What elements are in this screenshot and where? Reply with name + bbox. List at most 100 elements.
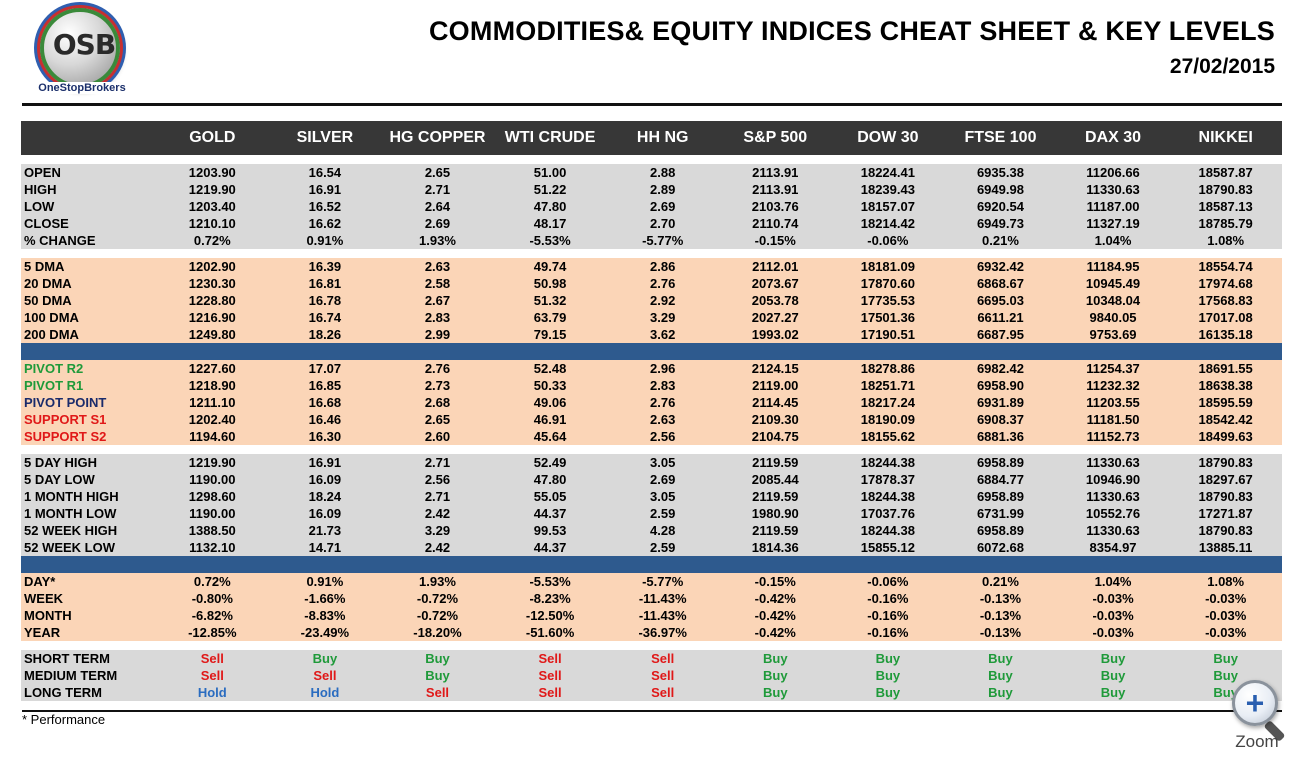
section-spacer [21, 249, 1282, 258]
separator-cell [21, 249, 1282, 258]
value-cell: 51.00 [493, 164, 607, 181]
value-cell: -0.06% [831, 232, 945, 249]
value-cell: 6932.42 [944, 258, 1057, 275]
value-cell: -0.15% [718, 573, 832, 590]
value-cell: 18244.38 [831, 454, 945, 471]
value-cell: 50.98 [493, 275, 607, 292]
value-cell: 2.86 [606, 258, 719, 275]
value-cell: 11330.63 [1056, 488, 1170, 505]
value-cell: 2.65 [381, 164, 494, 181]
row-label: 1 MONTH LOW [21, 505, 156, 522]
value-cell: 17568.83 [1169, 292, 1282, 309]
value-cell: 1993.02 [718, 326, 832, 343]
value-cell: 2.70 [606, 215, 719, 232]
table-row: 100 DMA 1216.90 16.74 2.83 63.79 3.29 2027.27 1… [21, 309, 1282, 326]
section-divider-band [21, 556, 1282, 573]
value-cell: 6958.89 [944, 522, 1057, 539]
row-label: 200 DMA [21, 326, 156, 343]
value-cell: 1202.40 [156, 411, 269, 428]
value-cell: 17.07 [268, 360, 382, 377]
value-cell: 17870.60 [831, 275, 945, 292]
value-cell: 16.46 [268, 411, 382, 428]
value-cell: 2053.78 [718, 292, 832, 309]
key-levels-table: GOLD SILVER HG COPPER WTI CRUDE HH NG S&P 500… [21, 121, 1282, 701]
value-cell: 2.83 [606, 377, 719, 394]
value-cell: 17735.53 [831, 292, 945, 309]
signal-cell: Buy [1169, 667, 1282, 684]
value-cell: 18214.42 [831, 215, 945, 232]
value-cell: 18587.13 [1169, 198, 1282, 215]
column-header: FTSE 100 [944, 121, 1057, 155]
column-header: GOLD [156, 121, 269, 155]
table-row: CLOSE 1210.10 16.62 2.69 48.17 2.70 2110.74 182… [21, 215, 1282, 232]
value-cell: 1.93% [381, 232, 494, 249]
value-cell: -0.03% [1169, 624, 1282, 641]
value-cell: 1218.90 [156, 377, 269, 394]
value-cell: 45.64 [493, 428, 607, 445]
value-cell: 18499.63 [1169, 428, 1282, 445]
value-cell: 17974.68 [1169, 275, 1282, 292]
value-cell: 1227.60 [156, 360, 269, 377]
signal-cell: Buy [718, 667, 832, 684]
row-label: 52 WEEK LOW [21, 539, 156, 556]
value-cell: 2.63 [381, 258, 494, 275]
value-cell: 4.28 [606, 522, 719, 539]
row-label: PIVOT R1 [21, 377, 156, 394]
value-cell: 1210.10 [156, 215, 269, 232]
signal-cell: Buy [1056, 650, 1170, 667]
row-label: 52 WEEK HIGH [21, 522, 156, 539]
value-cell: -11.43% [606, 607, 719, 624]
value-cell: 1219.90 [156, 454, 269, 471]
value-cell: 16.91 [268, 454, 382, 471]
value-cell: -0.16% [831, 590, 945, 607]
value-cell: 2119.00 [718, 377, 832, 394]
separator-cell [21, 556, 1282, 573]
value-cell: 2109.30 [718, 411, 832, 428]
column-header: HG COPPER [381, 121, 494, 155]
value-cell: 16.39 [268, 258, 382, 275]
column-header: WTI CRUDE [493, 121, 607, 155]
value-cell: 18638.38 [1169, 377, 1282, 394]
table-row: 5 DAY LOW 1190.00 16.09 2.56 47.80 2.69 2085.4… [21, 471, 1282, 488]
signal-cell: Sell [493, 667, 607, 684]
zoom-magnifier-icon [1232, 680, 1278, 726]
signal-cell: Sell [381, 684, 494, 701]
table-row: LONG TERM Hold Hold Sell Sell Sell Buy Buy Buy Bu… [21, 684, 1282, 701]
value-cell: -1.66% [268, 590, 382, 607]
row-label: SUPPORT S1 [21, 411, 156, 428]
table-row: 1 MONTH LOW 1190.00 16.09 2.42 44.37 2.59 1980… [21, 505, 1282, 522]
sheet-date: 27/02/2015 [1169, 55, 1275, 78]
value-cell: 18785.79 [1169, 215, 1282, 232]
value-cell: 2.71 [381, 488, 494, 505]
value-cell: 6884.77 [944, 471, 1057, 488]
signal-cell: Hold [268, 684, 382, 701]
value-cell: -0.13% [944, 590, 1057, 607]
value-cell: 2.92 [606, 292, 719, 309]
section-spacer [21, 155, 1282, 164]
value-cell: 46.91 [493, 411, 607, 428]
value-cell: -0.03% [1056, 607, 1170, 624]
value-cell: 1203.90 [156, 164, 269, 181]
table-row: SHORT TERM Sell Buy Buy Sell Sell Buy Buy Buy Buy… [21, 650, 1282, 667]
value-cell: -5.53% [493, 232, 607, 249]
value-cell: 18.24 [268, 488, 382, 505]
row-label: 20 DMA [21, 275, 156, 292]
zoom-button[interactable]: + Zoom [1226, 680, 1288, 756]
signal-cell: Buy [944, 650, 1057, 667]
value-cell: 2.64 [381, 198, 494, 215]
signal-cell: Buy [831, 650, 945, 667]
row-label: DAY* [21, 573, 156, 590]
value-cell: 18.26 [268, 326, 382, 343]
value-cell: -0.72% [381, 607, 494, 624]
value-cell: 2119.59 [718, 522, 832, 539]
value-cell: 11187.00 [1056, 198, 1170, 215]
value-cell: 1203.40 [156, 198, 269, 215]
signal-cell: Buy [381, 650, 494, 667]
value-cell: 6731.99 [944, 505, 1057, 522]
table-row: 1 MONTH HIGH 1298.60 18.24 2.71 55.05 3.05 211… [21, 488, 1282, 505]
value-cell: 18587.87 [1169, 164, 1282, 181]
value-cell: 2.65 [381, 411, 494, 428]
row-label: YEAR [21, 624, 156, 641]
value-cell: 2110.74 [718, 215, 832, 232]
value-cell: 18157.07 [831, 198, 945, 215]
